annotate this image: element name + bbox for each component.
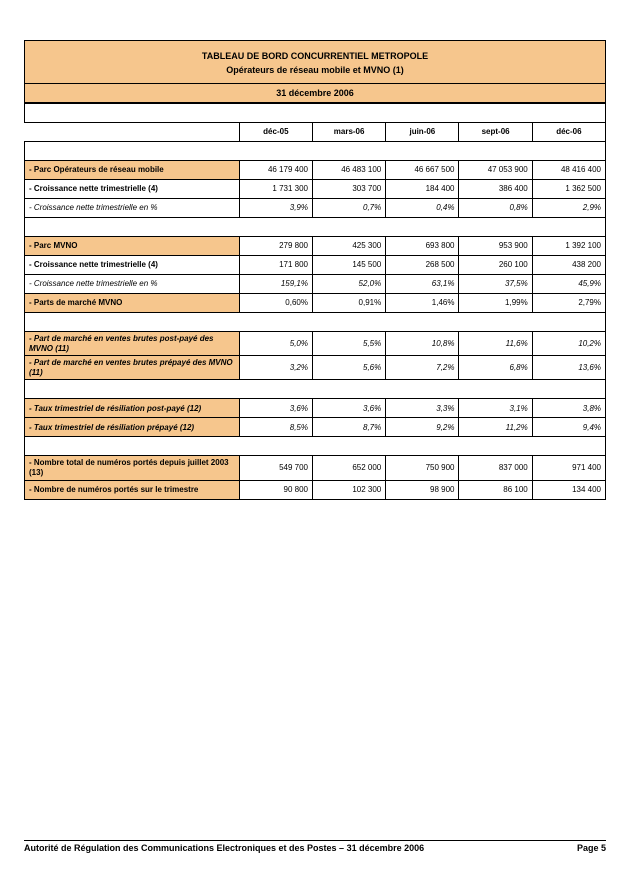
row-label: - Parc MVNO [25, 237, 240, 256]
cell-value: 1,46% [386, 294, 459, 313]
cell-value: 0,91% [312, 294, 385, 313]
cell-value: 46 667 500 [386, 161, 459, 180]
cell-value: 2,9% [532, 199, 605, 218]
cell-value: 45,9% [532, 275, 605, 294]
cell-value: 693 800 [386, 237, 459, 256]
row-label: - Taux trimestriel de résiliation prépay… [25, 418, 240, 437]
cell-value: 10,8% [386, 332, 459, 356]
row-label: - Part de marché en ventes brutes prépay… [25, 356, 240, 380]
cell-value: 63,1% [386, 275, 459, 294]
cell-value: 3,3% [386, 399, 459, 418]
row-label: - Parts de marché MVNO [25, 294, 240, 313]
cell-value: 1 362 500 [532, 180, 605, 199]
cell-value: 425 300 [312, 237, 385, 256]
cell-value: 5,5% [312, 332, 385, 356]
title-date: 31 décembre 2006 [24, 84, 606, 103]
cell-value: 3,6% [312, 399, 385, 418]
cell-value: 549 700 [239, 456, 312, 480]
cell-value: 46 483 100 [312, 161, 385, 180]
cell-value: 303 700 [312, 180, 385, 199]
cell-value: 3,1% [459, 399, 532, 418]
footer-left: Autorité de Régulation des Communication… [24, 843, 424, 853]
cell-value: 3,6% [239, 399, 312, 418]
cell-value: 5,6% [312, 356, 385, 380]
col-header: juin-06 [386, 123, 459, 142]
cell-value: 0,7% [312, 199, 385, 218]
row-label: - Croissance nette trimestrielle (4) [25, 256, 240, 275]
cell-value: 184 400 [386, 180, 459, 199]
title-line-1: TABLEAU DE BORD CONCURRENTIEL METROPOLE [25, 51, 605, 61]
cell-value: 37,5% [459, 275, 532, 294]
cell-value: 9,2% [386, 418, 459, 437]
cell-value: 3,2% [239, 356, 312, 380]
row-label: - Part de marché en ventes brutes post-p… [25, 332, 240, 356]
cell-value: 652 000 [312, 456, 385, 480]
cell-value: 438 200 [532, 256, 605, 275]
cell-value: 46 179 400 [239, 161, 312, 180]
cell-value: 953 900 [459, 237, 532, 256]
row-label: - Croissance nette trimestrielle en % [25, 199, 240, 218]
col-header-empty [25, 123, 240, 142]
cell-value: 386 400 [459, 180, 532, 199]
cell-value: 145 500 [312, 256, 385, 275]
cell-value: 5,0% [239, 332, 312, 356]
cell-value: 268 500 [386, 256, 459, 275]
cell-value: 3,8% [532, 399, 605, 418]
row-label: - Croissance nette trimestrielle en % [25, 275, 240, 294]
cell-value: 1 392 100 [532, 237, 605, 256]
row-label: - Nombre total de numéros portés depuis … [25, 456, 240, 480]
cell-value: 13,6% [532, 356, 605, 380]
cell-value: 837 000 [459, 456, 532, 480]
cell-value: 98 900 [386, 480, 459, 499]
data-table: déc-05mars-06juin-06sept-06déc-06 - Parc … [24, 103, 606, 500]
cell-value: 48 416 400 [532, 161, 605, 180]
row-label: - Parc Opérateurs de réseau mobile [25, 161, 240, 180]
cell-value: 7,2% [386, 356, 459, 380]
cell-value: 52,0% [312, 275, 385, 294]
page-footer: Autorité de Régulation des Communication… [24, 840, 606, 853]
cell-value: 171 800 [239, 256, 312, 275]
cell-value: 0,4% [386, 199, 459, 218]
cell-value: 102 300 [312, 480, 385, 499]
title-block: TABLEAU DE BORD CONCURRENTIEL METROPOLE … [24, 40, 606, 84]
cell-value: 11,6% [459, 332, 532, 356]
footer-right: Page 5 [577, 843, 606, 853]
col-header: mars-06 [312, 123, 385, 142]
cell-value: 750 900 [386, 456, 459, 480]
cell-value: 971 400 [532, 456, 605, 480]
cell-value: 260 100 [459, 256, 532, 275]
cell-value: 9,4% [532, 418, 605, 437]
cell-value: 1 731 300 [239, 180, 312, 199]
col-header: déc-06 [532, 123, 605, 142]
cell-value: 0,60% [239, 294, 312, 313]
cell-value: 159,1% [239, 275, 312, 294]
cell-value: 10,2% [532, 332, 605, 356]
cell-value: 11,2% [459, 418, 532, 437]
title-line-2: Opérateurs de réseau mobile et MVNO (1) [25, 65, 605, 75]
col-header: sept-06 [459, 123, 532, 142]
row-label: - Nombre de numéros portés sur le trimes… [25, 480, 240, 499]
cell-value: 6,8% [459, 356, 532, 380]
row-label: - Taux trimestriel de résiliation post-p… [25, 399, 240, 418]
cell-value: 86 100 [459, 480, 532, 499]
col-header: déc-05 [239, 123, 312, 142]
row-label: - Croissance nette trimestrielle (4) [25, 180, 240, 199]
cell-value: 134 400 [532, 480, 605, 499]
cell-value: 47 053 900 [459, 161, 532, 180]
cell-value: 3,9% [239, 199, 312, 218]
cell-value: 0,8% [459, 199, 532, 218]
cell-value: 279 800 [239, 237, 312, 256]
cell-value: 2,79% [532, 294, 605, 313]
cell-value: 90 800 [239, 480, 312, 499]
cell-value: 8,5% [239, 418, 312, 437]
cell-value: 1,99% [459, 294, 532, 313]
cell-value: 8,7% [312, 418, 385, 437]
